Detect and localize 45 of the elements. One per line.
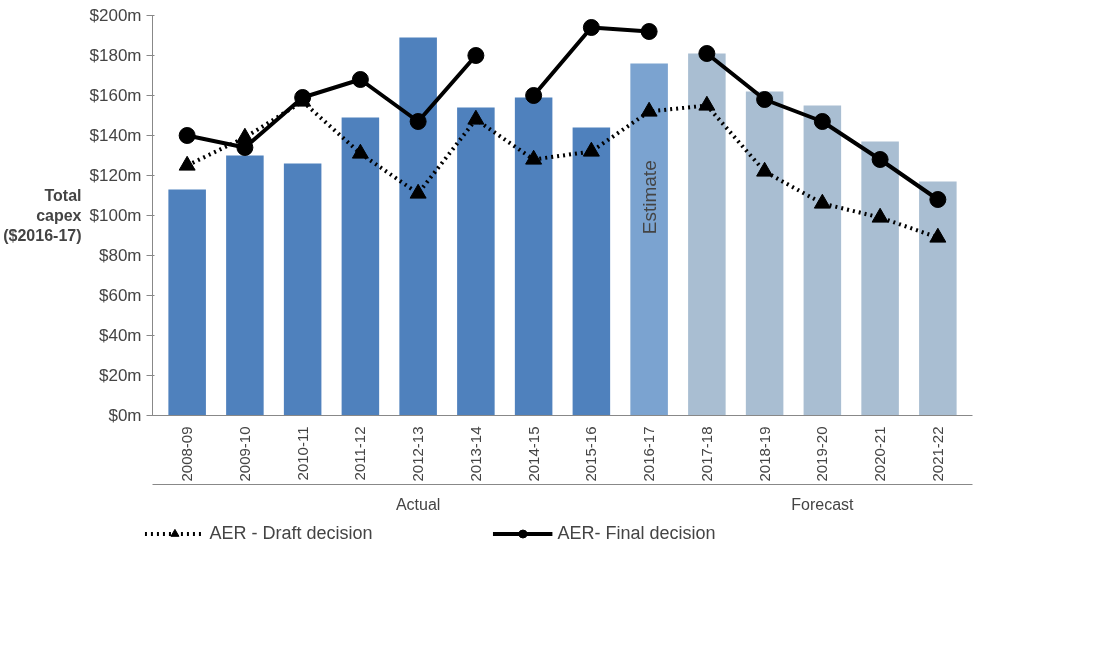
- bar: [919, 181, 957, 416]
- bar: [630, 63, 668, 416]
- bar: [168, 189, 206, 416]
- bar: [226, 155, 264, 416]
- x-tick-label: 2018-19: [755, 426, 773, 482]
- bar: [745, 91, 784, 416]
- x-tick-label: 2017-18: [697, 426, 715, 482]
- x-tick-label: 2012-13: [409, 426, 427, 482]
- y-tick-label: $120m: [89, 166, 142, 185]
- text: Actual: [395, 495, 441, 513]
- x-tick-label: 2021-22: [928, 426, 946, 482]
- bar: [514, 97, 553, 416]
- y-tick-label: $140m: [89, 126, 142, 145]
- annotation: Estimate: [638, 160, 660, 235]
- y-tick-label: $0m: [108, 406, 142, 425]
- y-tick-label: $100m: [89, 206, 142, 225]
- x-tick-label: 2015-16: [582, 426, 600, 482]
- bar: [399, 37, 437, 416]
- x-tick-label: 2008-09: [178, 426, 196, 482]
- bar: [457, 107, 495, 416]
- bar: [688, 53, 726, 416]
- bar: [572, 127, 611, 416]
- x-tick-label: 2013-14: [466, 426, 484, 482]
- y-tick-label: $180m: [89, 46, 142, 65]
- x-tick-label: 2009-10: [235, 426, 253, 482]
- y-tick-label: $20m: [98, 366, 142, 385]
- legend-label: AER - Draft decision: [209, 522, 373, 544]
- y-tick-label: $80m: [98, 246, 142, 265]
- x-tick-label: 2010-11: [293, 426, 311, 481]
- y-axis-title: Total capex ($2016-17): [3, 186, 82, 245]
- bar: [283, 163, 322, 416]
- bar: [803, 105, 842, 416]
- legend-label: AER- Final decision: [557, 522, 716, 544]
- x-tick-label: 2019-20: [813, 426, 831, 482]
- bar: [341, 117, 380, 416]
- x-tick-label: 2016-17: [640, 426, 658, 482]
- y-tick-label: $60m: [98, 286, 142, 305]
- x-tick-label: 2011-12: [351, 426, 369, 481]
- x-tick-label: 2014-15: [524, 426, 542, 482]
- text: Forecast: [791, 495, 855, 513]
- x-tick-label: 2020-21: [871, 426, 889, 482]
- y-tick-label: $40m: [98, 326, 142, 345]
- y-tick-label: $160m: [89, 86, 142, 105]
- bar: [861, 141, 899, 416]
- y-tick-label: $200m: [89, 6, 142, 25]
